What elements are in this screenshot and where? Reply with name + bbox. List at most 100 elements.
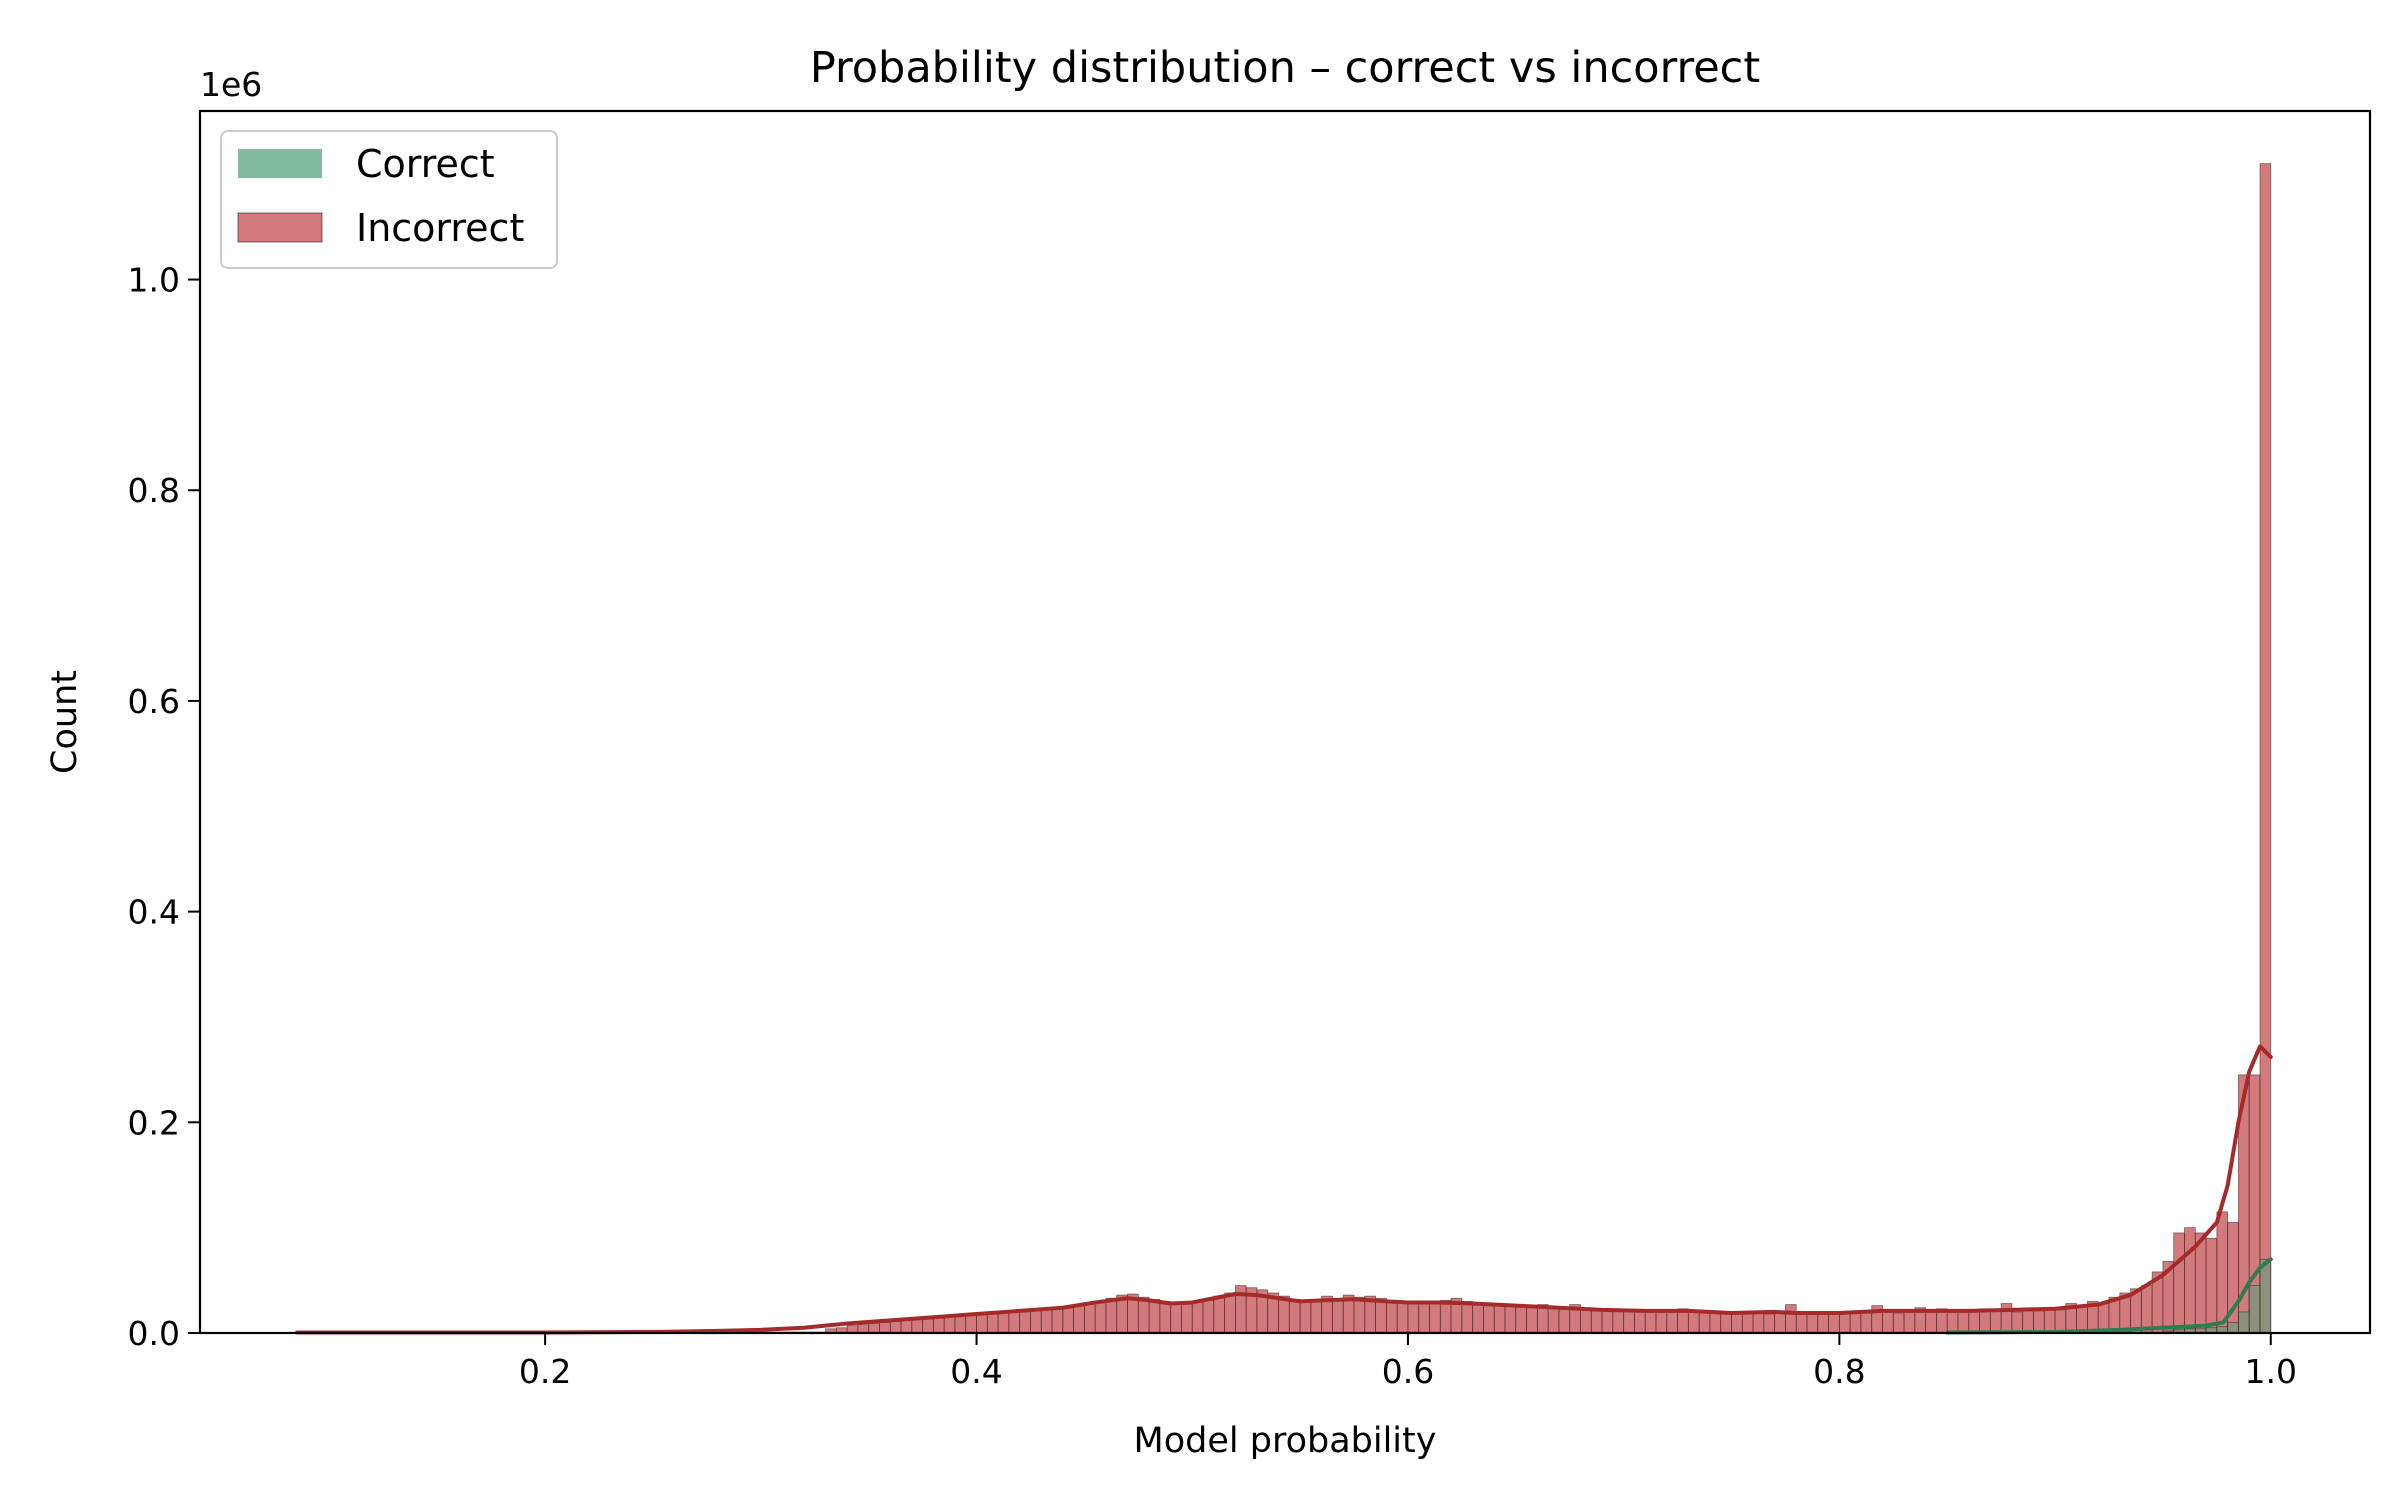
- histogram-bar-incorrect: [1030, 1309, 1042, 1334]
- kde-line-correct: [1945, 1257, 2273, 1335]
- kde-line-incorrect: [295, 1044, 2273, 1335]
- histogram-bar-incorrect: [889, 1321, 902, 1334]
- x-axis-label: Model probability: [1134, 1421, 1437, 1461]
- histogram-bar-incorrect: [1580, 1307, 1592, 1334]
- histogram-bar-incorrect: [1461, 1300, 1474, 1334]
- histogram-bar-incorrect: [1698, 1312, 1711, 1334]
- x-axis: 0.2 0.4 0.6 0.8 1.0: [519, 1333, 2297, 1391]
- x-tick-label: 0.8: [1813, 1352, 1865, 1391]
- histogram-bar-incorrect: [1806, 1313, 1819, 1334]
- y-tick-label: 1.0: [128, 261, 180, 300]
- y-offset-label: 1e6: [200, 65, 262, 104]
- histogram-bar-incorrect: [932, 1316, 945, 1334]
- histogram-bar-incorrect: [1483, 1303, 1495, 1334]
- plot-area: [295, 163, 2273, 1335]
- histogram-bar-incorrect: [954, 1315, 967, 1334]
- histogram-bar-incorrect: [1785, 1304, 1797, 1334]
- y-tick-label: 0.2: [128, 1103, 180, 1142]
- histogram-bar-incorrect: [1278, 1295, 1290, 1334]
- legend-swatch-correct: [238, 149, 322, 178]
- histogram-bar-incorrect: [1655, 1309, 1668, 1334]
- histogram-bar-incorrect: [2194, 1232, 2207, 1334]
- histogram-bar-incorrect: [900, 1319, 913, 1334]
- y-axis-label: Count: [45, 670, 85, 774]
- histogram-bar-incorrect: [1968, 1309, 1980, 1334]
- histogram-bar-incorrect: [1752, 1312, 1765, 1334]
- histogram-bar-incorrect: [2205, 1237, 2218, 1334]
- histogram-bar-incorrect: [2173, 1232, 2185, 1334]
- histogram-bar-incorrect: [1612, 1310, 1625, 1334]
- y-tick-label: 0.8: [128, 471, 180, 510]
- y-tick-label: 0.6: [128, 682, 180, 721]
- histogram-bar-incorrect: [1407, 1303, 1420, 1334]
- histogram-bar-incorrect: [1062, 1307, 1075, 1334]
- histogram-bar-incorrect: [1526, 1307, 1538, 1334]
- histogram-bar-incorrect: [1429, 1303, 1441, 1334]
- histogram-bar-incorrect: [1083, 1303, 1096, 1334]
- histogram-bar-incorrect: [1892, 1312, 1905, 1334]
- histogram-bar-incorrect: [1332, 1298, 1344, 1334]
- x-tick-label: 0.2: [519, 1352, 571, 1391]
- histogram-bar-incorrect: [1148, 1298, 1161, 1334]
- legend: Correct Incorrect: [220, 130, 558, 269]
- x-tick-label: 0.4: [950, 1352, 1002, 1391]
- histogram-bar-incorrect: [2216, 1211, 2229, 1334]
- histogram-bar-incorrect: [868, 1323, 880, 1334]
- histogram-bar-incorrect: [1838, 1312, 1851, 1334]
- histogram-bar-incorrect: [1159, 1300, 1172, 1334]
- histogram-bar-incorrect: [1558, 1307, 1571, 1334]
- histogram-bar-incorrect: [997, 1311, 1010, 1334]
- histogram-bar-incorrect: [1299, 1300, 1312, 1334]
- histogram-bar-incorrect: [1137, 1296, 1150, 1334]
- histogram-bar-incorrect: [1288, 1298, 1301, 1334]
- y-tick-label: 0.0: [128, 1314, 180, 1353]
- histogram-bar-incorrect: [857, 1324, 870, 1334]
- histogram-bar-incorrect: [1472, 1302, 1484, 1334]
- histogram-bar-incorrect: [2022, 1309, 2034, 1334]
- histogram-bar-incorrect: [879, 1322, 891, 1334]
- axes-frame: [198, 109, 2372, 1335]
- histogram-bar-correct: [2259, 1258, 2272, 1334]
- chart-title: Probability distribution – correct vs in…: [810, 43, 1760, 93]
- histogram-bar-incorrect: [1763, 1313, 1776, 1334]
- histogram-bar-incorrect: [986, 1312, 999, 1334]
- histogram-bar-incorrect: [1375, 1297, 1387, 1334]
- histogram-bar-incorrect: [1105, 1297, 1118, 1334]
- histogram-bar-incorrect: [1634, 1310, 1646, 1334]
- histogram-bar-incorrect: [1644, 1311, 1657, 1334]
- histogram-bar-incorrect: [1720, 1312, 1732, 1334]
- histogram-bar-incorrect: [1170, 1302, 1182, 1334]
- histogram-bar-incorrect: [976, 1313, 988, 1334]
- histogram-bar-incorrect: [1094, 1300, 1107, 1334]
- histogram-bar-incorrect: [1396, 1302, 1409, 1334]
- histogram-bar-incorrect: [2054, 1309, 2067, 1334]
- legend-label-correct: Correct: [356, 142, 495, 186]
- histogram-bar-incorrect: [2011, 1311, 2024, 1334]
- histogram-bar-incorrect: [1418, 1300, 1430, 1334]
- histogram-bar-incorrect: [1191, 1300, 1204, 1334]
- y-axis: 0.0 0.2 0.4 0.6 0.8 1.0: [128, 261, 200, 1353]
- histogram-bar-incorrect: [1181, 1303, 1193, 1334]
- histogram-bar-incorrect: [1795, 1312, 1808, 1334]
- histogram-bar-incorrect: [1774, 1311, 1786, 1334]
- x-tick-label: 0.6: [1382, 1352, 1434, 1391]
- histogram-bar-incorrect: [911, 1318, 924, 1334]
- histogram-bar-incorrect: [922, 1317, 934, 1334]
- histogram-bar-incorrect: [2140, 1285, 2153, 1334]
- histogram-bar-incorrect: [1666, 1310, 1678, 1334]
- histogram-bar-incorrect: [1817, 1312, 1829, 1334]
- histogram-bar-incorrect: [1903, 1309, 1916, 1334]
- x-tick-label: 1.0: [2245, 1352, 2297, 1391]
- histogram-bar-incorrect: [1385, 1299, 1398, 1334]
- histogram-bar-incorrect: [1515, 1306, 1527, 1334]
- histogram-bar-incorrect: [2043, 1308, 2056, 1334]
- histogram-bar-correct: [2238, 1311, 2250, 1334]
- histogram-bar-incorrect: [1860, 1311, 1873, 1334]
- histogram-bar-correct: [2248, 1285, 2261, 1334]
- histogram-bar-incorrect: [1623, 1309, 1635, 1334]
- histogram-bar-incorrect: [1709, 1311, 1722, 1334]
- y-tick-label: 0.4: [128, 893, 180, 932]
- histogram-bar-incorrect: [1957, 1311, 1970, 1334]
- histogram-bar-incorrect: [1213, 1295, 1226, 1334]
- histogram-bar-incorrect: [1051, 1308, 1064, 1334]
